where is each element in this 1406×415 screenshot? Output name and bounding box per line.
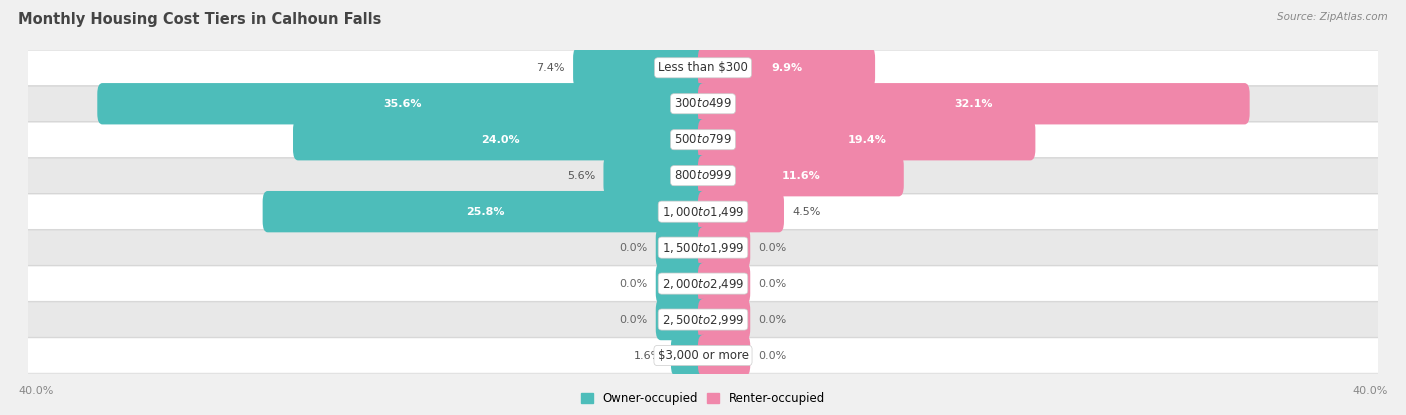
Text: 1.6%: 1.6% xyxy=(634,351,662,361)
Text: 32.1%: 32.1% xyxy=(955,99,993,109)
FancyBboxPatch shape xyxy=(697,155,904,196)
Text: 40.0%: 40.0% xyxy=(18,386,53,396)
FancyBboxPatch shape xyxy=(697,119,1035,161)
FancyBboxPatch shape xyxy=(697,227,751,269)
FancyBboxPatch shape xyxy=(655,263,709,304)
Text: $2,000 to $2,499: $2,000 to $2,499 xyxy=(662,276,744,290)
Text: 9.9%: 9.9% xyxy=(770,63,801,73)
FancyBboxPatch shape xyxy=(21,194,1385,229)
Text: 35.6%: 35.6% xyxy=(384,99,422,109)
Text: 40.0%: 40.0% xyxy=(1353,386,1388,396)
FancyBboxPatch shape xyxy=(697,47,875,88)
FancyBboxPatch shape xyxy=(292,119,709,161)
FancyBboxPatch shape xyxy=(21,158,1385,193)
Text: $500 to $799: $500 to $799 xyxy=(673,133,733,146)
Text: $300 to $499: $300 to $499 xyxy=(673,97,733,110)
FancyBboxPatch shape xyxy=(21,50,1385,85)
FancyBboxPatch shape xyxy=(97,83,709,124)
Text: $800 to $999: $800 to $999 xyxy=(673,169,733,182)
FancyBboxPatch shape xyxy=(671,335,709,376)
FancyBboxPatch shape xyxy=(574,47,709,88)
Text: 11.6%: 11.6% xyxy=(782,171,820,181)
FancyBboxPatch shape xyxy=(603,155,709,196)
Text: $1,000 to $1,499: $1,000 to $1,499 xyxy=(662,205,744,219)
Text: 0.0%: 0.0% xyxy=(759,243,787,253)
Text: 24.0%: 24.0% xyxy=(481,135,520,145)
Text: Less than $300: Less than $300 xyxy=(658,61,748,74)
Text: 25.8%: 25.8% xyxy=(467,207,505,217)
Text: 19.4%: 19.4% xyxy=(848,135,886,145)
Text: Source: ZipAtlas.com: Source: ZipAtlas.com xyxy=(1277,12,1388,22)
FancyBboxPatch shape xyxy=(21,122,1385,157)
FancyBboxPatch shape xyxy=(21,338,1385,373)
FancyBboxPatch shape xyxy=(21,86,1385,121)
FancyBboxPatch shape xyxy=(655,227,709,269)
Text: 4.5%: 4.5% xyxy=(793,207,821,217)
Text: 0.0%: 0.0% xyxy=(759,315,787,325)
Text: $2,500 to $2,999: $2,500 to $2,999 xyxy=(662,312,744,327)
FancyBboxPatch shape xyxy=(697,191,785,232)
Text: Monthly Housing Cost Tiers in Calhoun Falls: Monthly Housing Cost Tiers in Calhoun Fa… xyxy=(18,12,381,27)
Text: 0.0%: 0.0% xyxy=(619,243,647,253)
FancyBboxPatch shape xyxy=(697,299,751,340)
Text: $3,000 or more: $3,000 or more xyxy=(658,349,748,362)
FancyBboxPatch shape xyxy=(21,266,1385,301)
FancyBboxPatch shape xyxy=(697,335,751,376)
Text: 0.0%: 0.0% xyxy=(759,351,787,361)
FancyBboxPatch shape xyxy=(21,230,1385,265)
FancyBboxPatch shape xyxy=(697,83,1250,124)
FancyBboxPatch shape xyxy=(21,302,1385,337)
FancyBboxPatch shape xyxy=(263,191,709,232)
Text: 0.0%: 0.0% xyxy=(619,315,647,325)
FancyBboxPatch shape xyxy=(697,263,751,304)
Legend: Owner-occupied, Renter-occupied: Owner-occupied, Renter-occupied xyxy=(576,387,830,410)
Text: 0.0%: 0.0% xyxy=(759,278,787,288)
Text: 0.0%: 0.0% xyxy=(619,278,647,288)
Text: 5.6%: 5.6% xyxy=(567,171,595,181)
FancyBboxPatch shape xyxy=(655,299,709,340)
Text: $1,500 to $1,999: $1,500 to $1,999 xyxy=(662,241,744,255)
Text: 7.4%: 7.4% xyxy=(536,63,565,73)
